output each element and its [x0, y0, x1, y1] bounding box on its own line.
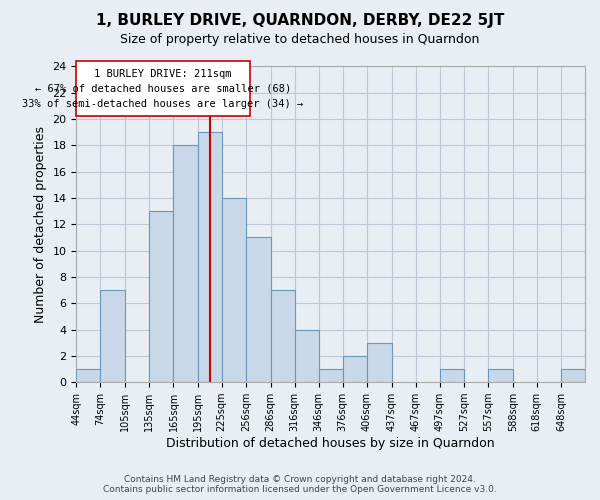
- Bar: [295, 330, 319, 382]
- Bar: [367, 342, 392, 382]
- Bar: [488, 369, 513, 382]
- Bar: [197, 132, 221, 382]
- Text: 1 BURLEY DRIVE: 211sqm
← 67% of detached houses are smaller (68)
33% of semi-det: 1 BURLEY DRIVE: 211sqm ← 67% of detached…: [22, 69, 304, 108]
- FancyBboxPatch shape: [76, 61, 250, 116]
- Bar: [343, 356, 367, 382]
- Bar: [247, 238, 271, 382]
- Bar: [440, 369, 464, 382]
- Bar: [271, 290, 295, 382]
- X-axis label: Distribution of detached houses by size in Quarndon: Distribution of detached houses by size …: [166, 437, 495, 450]
- Text: 1, BURLEY DRIVE, QUARNDON, DERBY, DE22 5JT: 1, BURLEY DRIVE, QUARNDON, DERBY, DE22 5…: [96, 12, 504, 28]
- Bar: [221, 198, 247, 382]
- Bar: [100, 290, 125, 382]
- Y-axis label: Number of detached properties: Number of detached properties: [34, 126, 47, 323]
- Text: Contains HM Land Registry data © Crown copyright and database right 2024.
Contai: Contains HM Land Registry data © Crown c…: [103, 474, 497, 494]
- Bar: [149, 211, 173, 382]
- Bar: [76, 369, 100, 382]
- Bar: [561, 369, 585, 382]
- Bar: [173, 146, 197, 382]
- Bar: [319, 369, 343, 382]
- Text: Size of property relative to detached houses in Quarndon: Size of property relative to detached ho…: [121, 32, 479, 46]
